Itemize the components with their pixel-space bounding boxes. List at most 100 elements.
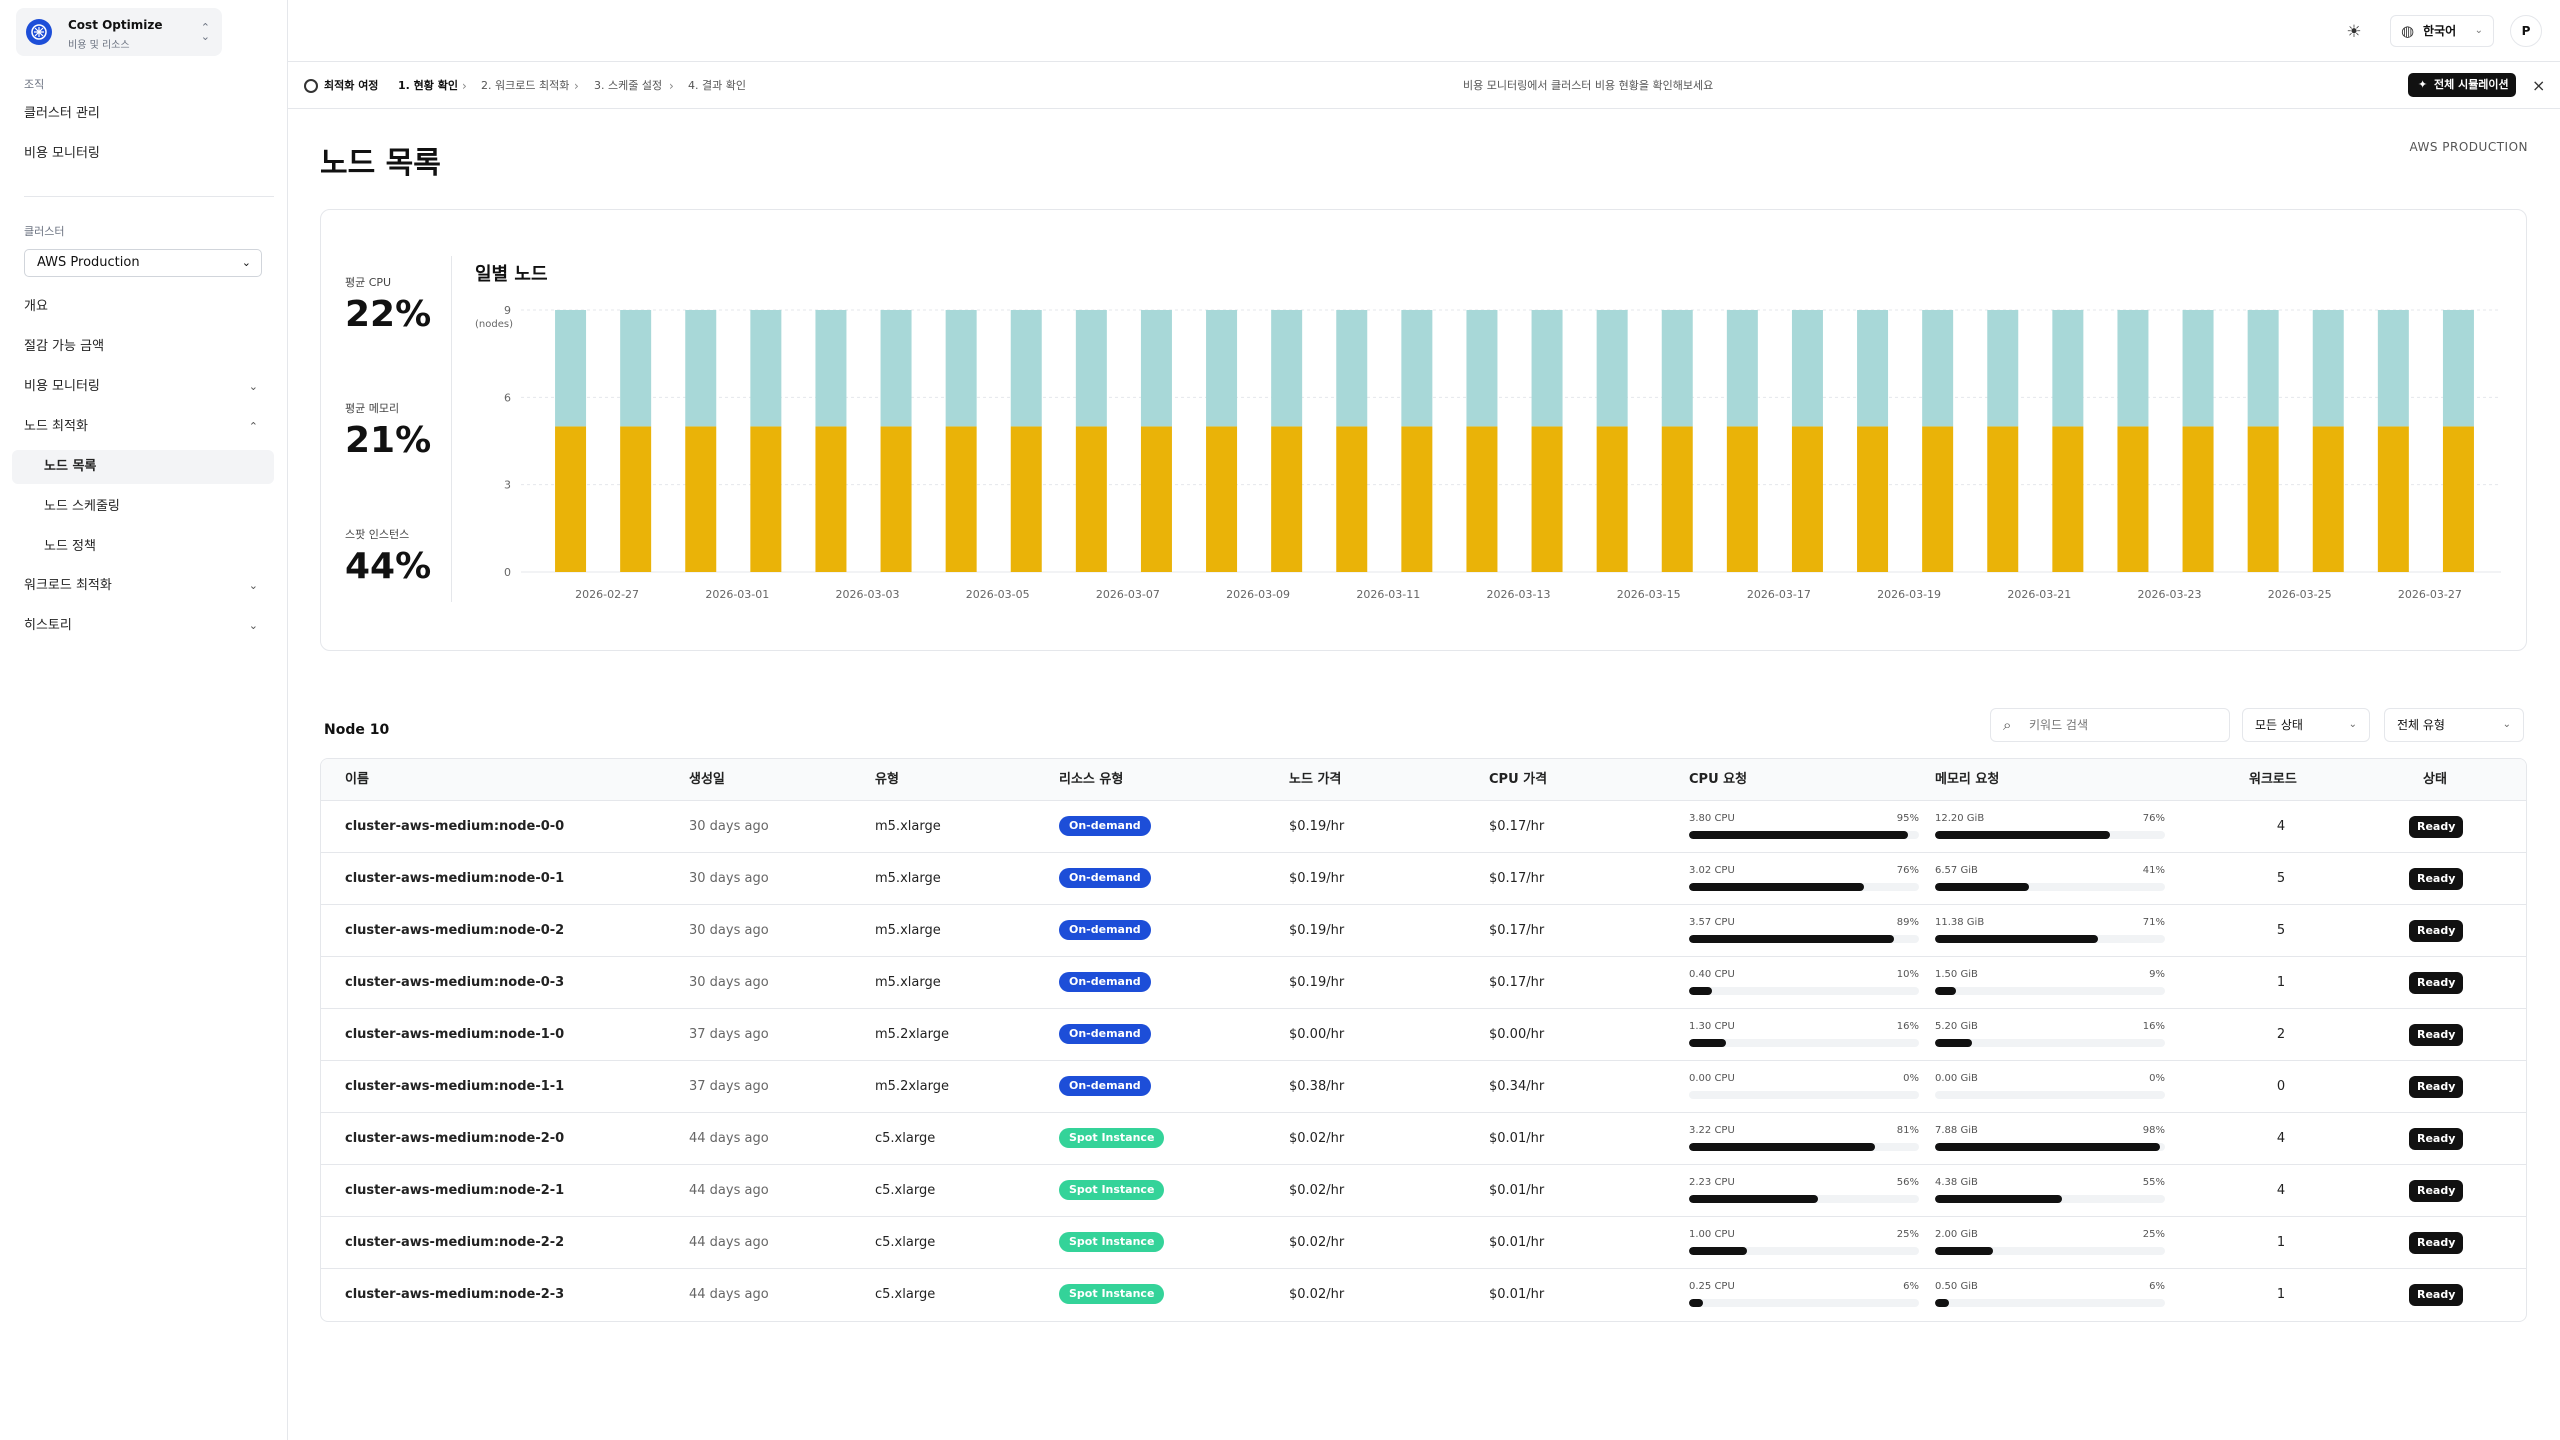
- sidebar-item-cluster-management[interactable]: 클러스터 관리: [24, 106, 100, 121]
- bar-segment-series-0[interactable]: [1987, 426, 2019, 572]
- sun-icon[interactable]: ☀: [2346, 22, 2362, 42]
- bar-segment-series-0[interactable]: [1531, 426, 1563, 572]
- language-select[interactable]: ◍ 한국어 ⌄: [2390, 15, 2494, 47]
- bar-segment-series-1[interactable]: [1336, 310, 1368, 427]
- table-row[interactable]: cluster-aws-medium:node-2-0 44 days ago c5…: [321, 1113, 2526, 1165]
- bar-segment-series-1[interactable]: [1857, 310, 1889, 427]
- bar-segment-series-0[interactable]: [945, 426, 977, 572]
- bar-segment-series-0[interactable]: [1075, 426, 1107, 572]
- status-filter-dropdown[interactable]: 모든 상태 ⌄: [2242, 708, 2370, 742]
- bar-segment-series-1[interactable]: [620, 310, 652, 427]
- bar-segment-series-1[interactable]: [2247, 310, 2279, 427]
- bar-segment-series-1[interactable]: [1401, 310, 1433, 427]
- journey-step-3[interactable]: 3. 스케줄 설정: [594, 79, 663, 92]
- bar-segment-series-1[interactable]: [1531, 310, 1563, 427]
- table-row[interactable]: cluster-aws-medium:node-1-1 37 days ago m5…: [321, 1061, 2526, 1113]
- bar-segment-series-1[interactable]: [1596, 310, 1628, 427]
- table-row[interactable]: cluster-aws-medium:node-0-2 30 days ago m5…: [321, 905, 2526, 957]
- bar-segment-series-0[interactable]: [1206, 426, 1238, 572]
- bar-segment-series-0[interactable]: [1010, 426, 1042, 572]
- col-status[interactable]: 상태: [2423, 772, 2447, 787]
- bar-segment-series-0[interactable]: [815, 426, 847, 572]
- bar-segment-series-1[interactable]: [555, 310, 587, 427]
- bar-segment-series-0[interactable]: [2247, 426, 2279, 572]
- journey-step-1[interactable]: 1. 현황 확인: [398, 79, 458, 92]
- bar-segment-series-1[interactable]: [1791, 310, 1823, 427]
- bar-segment-series-0[interactable]: [2117, 426, 2149, 572]
- bar-segment-series-0[interactable]: [2377, 426, 2409, 572]
- bar-segment-series-0[interactable]: [2312, 426, 2344, 572]
- col-workloads[interactable]: 워크로드: [2249, 772, 2297, 787]
- col-memory-request[interactable]: 메모리 요청: [1935, 772, 2000, 787]
- bar-segment-series-0[interactable]: [880, 426, 912, 572]
- col-cpu-price[interactable]: CPU 가격: [1489, 772, 1548, 787]
- bar-segment-series-0[interactable]: [1596, 426, 1628, 572]
- col-name[interactable]: 이름: [345, 772, 369, 787]
- sidebar-item-node-scheduling[interactable]: 노드 스케줄링: [44, 499, 120, 514]
- col-type[interactable]: 유형: [875, 772, 899, 787]
- bar-segment-series-1[interactable]: [1206, 310, 1238, 427]
- sidebar-item-history[interactable]: 히스토리 ⌄: [24, 614, 272, 638]
- bar-segment-series-1[interactable]: [1726, 310, 1758, 427]
- col-created[interactable]: 생성일: [689, 772, 725, 787]
- bar-segment-series-1[interactable]: [2442, 310, 2474, 427]
- node-name[interactable]: cluster-aws-medium:node-2-0: [345, 1131, 565, 1146]
- sidebar-item-savings[interactable]: 절감 가능 금액: [24, 335, 272, 359]
- bar-segment-series-0[interactable]: [1401, 426, 1433, 572]
- bar-segment-series-0[interactable]: [1726, 426, 1758, 572]
- bar-segment-series-1[interactable]: [2377, 310, 2409, 427]
- bar-segment-series-1[interactable]: [685, 310, 717, 427]
- bar-segment-series-0[interactable]: [685, 426, 717, 572]
- bar-segment-series-1[interactable]: [1075, 310, 1107, 427]
- bar-segment-series-0[interactable]: [1661, 426, 1693, 572]
- col-resource-type[interactable]: 리소스 유형: [1059, 772, 1124, 787]
- bar-segment-series-0[interactable]: [620, 426, 652, 572]
- node-name[interactable]: cluster-aws-medium:node-0-1: [345, 871, 565, 886]
- table-row[interactable]: cluster-aws-medium:node-2-2 44 days ago c5…: [321, 1217, 2526, 1269]
- bar-segment-series-1[interactable]: [2182, 310, 2214, 427]
- bar-segment-series-1[interactable]: [1271, 310, 1303, 427]
- bar-segment-series-0[interactable]: [1466, 426, 1498, 572]
- table-row[interactable]: cluster-aws-medium:node-2-1 44 days ago c5…: [321, 1165, 2526, 1217]
- bar-segment-series-1[interactable]: [880, 310, 912, 427]
- bar-segment-series-0[interactable]: [1791, 426, 1823, 572]
- bar-segment-series-1[interactable]: [945, 310, 977, 427]
- sidebar-item-cost-monitoring[interactable]: 비용 모니터링 ⌄: [24, 375, 272, 399]
- type-filter-dropdown[interactable]: 전체 유형 ⌄: [2384, 708, 2524, 742]
- bar-segment-series-0[interactable]: [555, 426, 587, 572]
- bar-segment-series-1[interactable]: [1922, 310, 1954, 427]
- bar-segment-series-0[interactable]: [1140, 426, 1172, 572]
- cluster-select[interactable]: AWS Production ⌄: [24, 249, 262, 277]
- bar-segment-series-0[interactable]: [2052, 426, 2084, 572]
- bar-segment-series-0[interactable]: [2182, 426, 2214, 572]
- table-row[interactable]: cluster-aws-medium:node-1-0 37 days ago m5…: [321, 1009, 2526, 1061]
- journey-step-4[interactable]: 4. 결과 확인: [688, 79, 746, 92]
- node-name[interactable]: cluster-aws-medium:node-2-1: [345, 1183, 565, 1198]
- bar-segment-series-0[interactable]: [1336, 426, 1368, 572]
- table-row[interactable]: cluster-aws-medium:node-2-3 44 days ago c5…: [321, 1269, 2526, 1321]
- table-row[interactable]: cluster-aws-medium:node-0-1 30 days ago m5…: [321, 853, 2526, 905]
- bar-segment-series-1[interactable]: [1466, 310, 1498, 427]
- bar-segment-series-1[interactable]: [2312, 310, 2344, 427]
- bar-segment-series-1[interactable]: [2117, 310, 2149, 427]
- sidebar-item-node-optimization[interactable]: 노드 최적화 ⌃: [24, 415, 272, 439]
- node-name[interactable]: cluster-aws-medium:node-0-0: [345, 819, 565, 834]
- node-name[interactable]: cluster-aws-medium:node-2-2: [345, 1235, 565, 1250]
- bar-segment-series-1[interactable]: [2052, 310, 2084, 427]
- col-cpu-request[interactable]: CPU 요청: [1689, 772, 1748, 787]
- org-switcher[interactable]: Cost Optimize 비용 및 리소스 ⌃ ⌄: [16, 8, 222, 56]
- node-name[interactable]: cluster-aws-medium:node-1-1: [345, 1079, 565, 1094]
- bar-segment-series-0[interactable]: [1922, 426, 1954, 572]
- avatar[interactable]: P: [2510, 15, 2542, 47]
- table-row[interactable]: cluster-aws-medium:node-0-3 30 days ago m5…: [321, 957, 2526, 1009]
- node-name[interactable]: cluster-aws-medium:node-1-0: [345, 1027, 565, 1042]
- bar-segment-series-0[interactable]: [1271, 426, 1303, 572]
- sidebar-item-workload-optimization[interactable]: 워크로드 최적화 ⌄: [24, 574, 272, 598]
- bar-segment-series-1[interactable]: [815, 310, 847, 427]
- search-input[interactable]: ⌕ 키워드 검색: [1990, 708, 2230, 742]
- node-name[interactable]: cluster-aws-medium:node-2-3: [345, 1287, 565, 1302]
- col-node-price[interactable]: 노드 가격: [1289, 772, 1342, 787]
- bar-segment-series-1[interactable]: [750, 310, 782, 427]
- bar-segment-series-0[interactable]: [750, 426, 782, 572]
- sidebar-item-node-list[interactable]: 노드 목록: [12, 450, 274, 484]
